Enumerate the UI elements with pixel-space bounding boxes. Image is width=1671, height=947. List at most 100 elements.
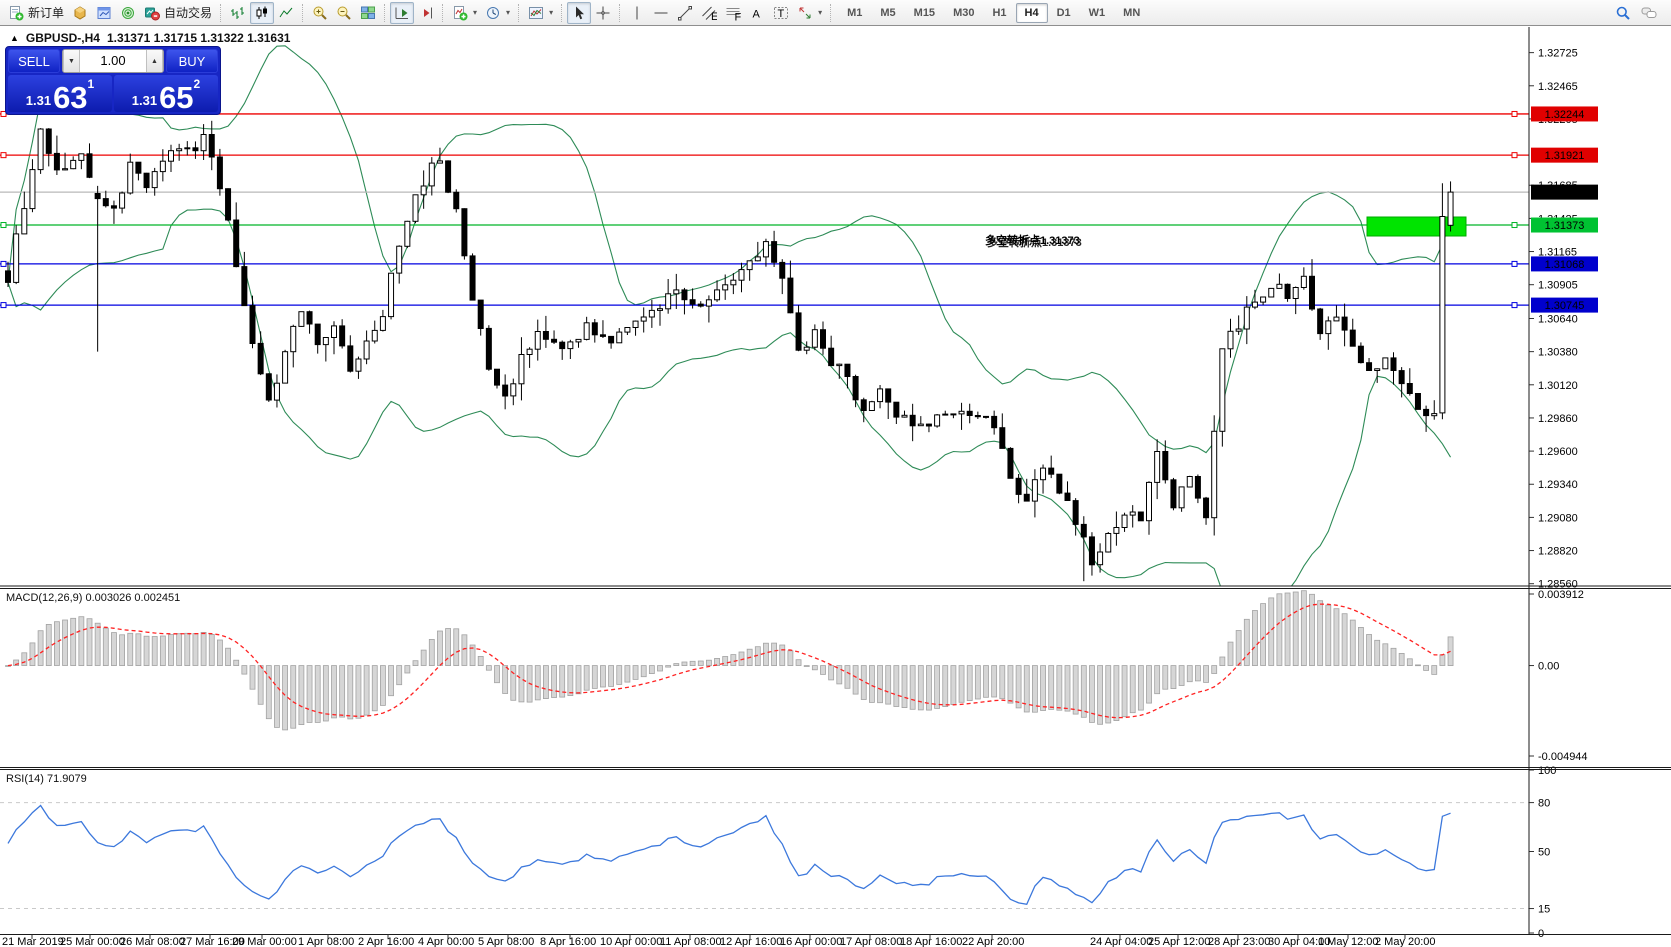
svg-text:1.32465: 1.32465: [1538, 81, 1578, 93]
signals-button[interactable]: [116, 2, 140, 24]
svg-text:1.28560: 1.28560: [1538, 579, 1578, 591]
price-label-1.31068[interactable]: 1.31068: [1531, 256, 1598, 272]
crosshair-tool-button[interactable]: [591, 2, 615, 24]
svg-text:100: 100: [1538, 765, 1556, 777]
hline-1.30745[interactable]: [0, 302, 1529, 309]
ask-price-display[interactable]: 1.31 65 2: [114, 75, 218, 115]
auto-scroll-button[interactable]: [390, 1, 415, 24]
svg-text:16 Apr 00:00: 16 Apr 00:00: [780, 936, 842, 947]
fibonacci-tool-button[interactable]: F: [721, 2, 745, 24]
toolbar-separator: [619, 3, 621, 22]
candlestick-chart-button[interactable]: [250, 1, 275, 24]
tile-windows-icon: [360, 5, 376, 21]
zoom-out-button[interactable]: [332, 2, 356, 24]
svg-text:1.30745: 1.30745: [1545, 300, 1585, 312]
volume-input[interactable]: 1.00: [100, 53, 126, 68]
svg-text:11 Apr 08:00: 11 Apr 08:00: [660, 936, 722, 947]
periods-button[interactable]: ▾: [481, 2, 514, 24]
buy-button[interactable]: BUY: [166, 49, 218, 73]
svg-text:1.29860: 1.29860: [1538, 413, 1578, 425]
timeframe-button-m15[interactable]: M15: [905, 3, 944, 23]
ask-main-digits: 65: [159, 80, 194, 115]
collapse-panel-icon[interactable]: ▲: [10, 33, 19, 43]
svg-text:A: A: [753, 8, 761, 20]
arrows-icon: [797, 5, 813, 21]
rsi-line: [7, 804, 1451, 906]
text-tool-button[interactable]: A: [745, 2, 769, 24]
chart-shift-button[interactable]: [414, 2, 438, 24]
vertical-line-tool-button[interactable]: [625, 2, 649, 24]
dropdown-caret-icon: ▾: [506, 8, 511, 17]
bollinger-bands: [7, 45, 1452, 586]
bid-prefix: 1.31: [25, 93, 52, 108]
timeframe-button-mn[interactable]: MN: [1114, 3, 1149, 23]
sell-button[interactable]: SELL: [8, 49, 60, 73]
timeframe-button-h1[interactable]: H1: [983, 3, 1015, 23]
indicator-list-icon: [528, 5, 544, 21]
tile-windows-button[interactable]: [356, 2, 380, 24]
price-label-1.31921[interactable]: 1.31921: [1531, 147, 1598, 163]
svg-text:50: 50: [1538, 847, 1550, 859]
text-label-tool-button[interactable]: T: [769, 2, 793, 24]
cursor-tool-button[interactable]: [567, 1, 592, 24]
price-label-1.31373[interactable]: 1.31373: [1531, 217, 1598, 233]
svg-text:28 Apr 23:00: 28 Apr 23:00: [1208, 936, 1270, 947]
fibonacci-icon: F: [725, 5, 742, 23]
price-label-1.31631[interactable]: 1.31631: [1531, 184, 1598, 200]
arrows-tool-button[interactable]: ▾: [793, 2, 826, 24]
zoom-out-icon: [336, 5, 352, 21]
svg-text:1.31373: 1.31373: [1545, 220, 1585, 232]
charts-button[interactable]: [68, 2, 92, 24]
line-chart-button[interactable]: [274, 2, 298, 24]
svg-text:1.29080: 1.29080: [1538, 512, 1578, 524]
svg-text:27 Mar 16:00: 27 Mar 16:00: [180, 936, 245, 947]
hline-1.31068[interactable]: [0, 260, 1529, 267]
indicator-list-button[interactable]: ▾: [524, 2, 557, 24]
candles-layer: [5, 120, 1454, 582]
svg-text:21 Mar 2019: 21 Mar 2019: [2, 936, 64, 947]
add-indicator-button[interactable]: ▾: [448, 2, 481, 24]
price-label-1.32244[interactable]: 1.32244: [1531, 106, 1598, 122]
timeframe-button-m30[interactable]: M30: [944, 3, 983, 23]
new-order-button[interactable]: 新订单: [4, 2, 68, 24]
volume-decrease-button[interactable]: ▼: [63, 50, 80, 72]
svg-text:80: 80: [1538, 798, 1550, 810]
svg-text:2 May 20:00: 2 May 20:00: [1375, 936, 1436, 947]
hline-1.31921[interactable]: [0, 152, 1529, 159]
toolbar-separator: [518, 3, 520, 22]
bar-chart-button[interactable]: [226, 2, 250, 24]
chart-canvas[interactable]: 多空转折点1.31373多空转折点1.313731.327251.324651.…: [0, 27, 1671, 947]
toolbar-right-icons: [1615, 5, 1667, 21]
note-annotation[interactable]: 多空转折点1.31373: [985, 233, 1080, 247]
dropdown-caret-icon: ▾: [549, 8, 554, 17]
hline-1.31373[interactable]: [0, 222, 1529, 229]
channel-tool-button[interactable]: E: [697, 2, 721, 24]
autotrading-button[interactable]: 自动交易: [140, 2, 216, 24]
timeframe-button-m1[interactable]: M1: [838, 3, 871, 23]
svg-text:1.30640: 1.30640: [1538, 313, 1578, 325]
bollinger-upper-band: [7, 45, 1452, 454]
timeframe-button-m5[interactable]: M5: [871, 3, 904, 23]
horizontal-line-tool-button[interactable]: [649, 2, 673, 24]
ask-prefix: 1.31: [131, 93, 158, 108]
timeframe-button-h4[interactable]: H4: [1015, 2, 1048, 23]
trendline-tool-button[interactable]: [673, 2, 697, 24]
autotrading-label: 自动交易: [164, 6, 213, 20]
svg-text:15: 15: [1538, 904, 1550, 916]
timeframe-button-w1[interactable]: W1: [1080, 3, 1115, 23]
price-label-1.30745[interactable]: 1.30745: [1531, 297, 1598, 313]
profiles-icon: [96, 5, 112, 21]
search-icon[interactable]: [1615, 5, 1631, 21]
toolbar: 新订单 自动交易: [0, 0, 1671, 26]
price-axis: 1.327251.324651.322051.316851.314251.311…: [1529, 48, 1598, 591]
timeframe-button-d1[interactable]: D1: [1048, 3, 1080, 23]
chat-icon[interactable]: [1641, 5, 1657, 21]
svg-text:0.00: 0.00: [1538, 661, 1559, 673]
profiles-button[interactable]: [92, 2, 116, 24]
svg-text:1.31068: 1.31068: [1545, 259, 1585, 271]
volume-increase-button[interactable]: ▲: [146, 50, 163, 72]
bid-price-display[interactable]: 1.31 63 1: [8, 75, 112, 113]
zoom-in-button[interactable]: [308, 2, 332, 24]
